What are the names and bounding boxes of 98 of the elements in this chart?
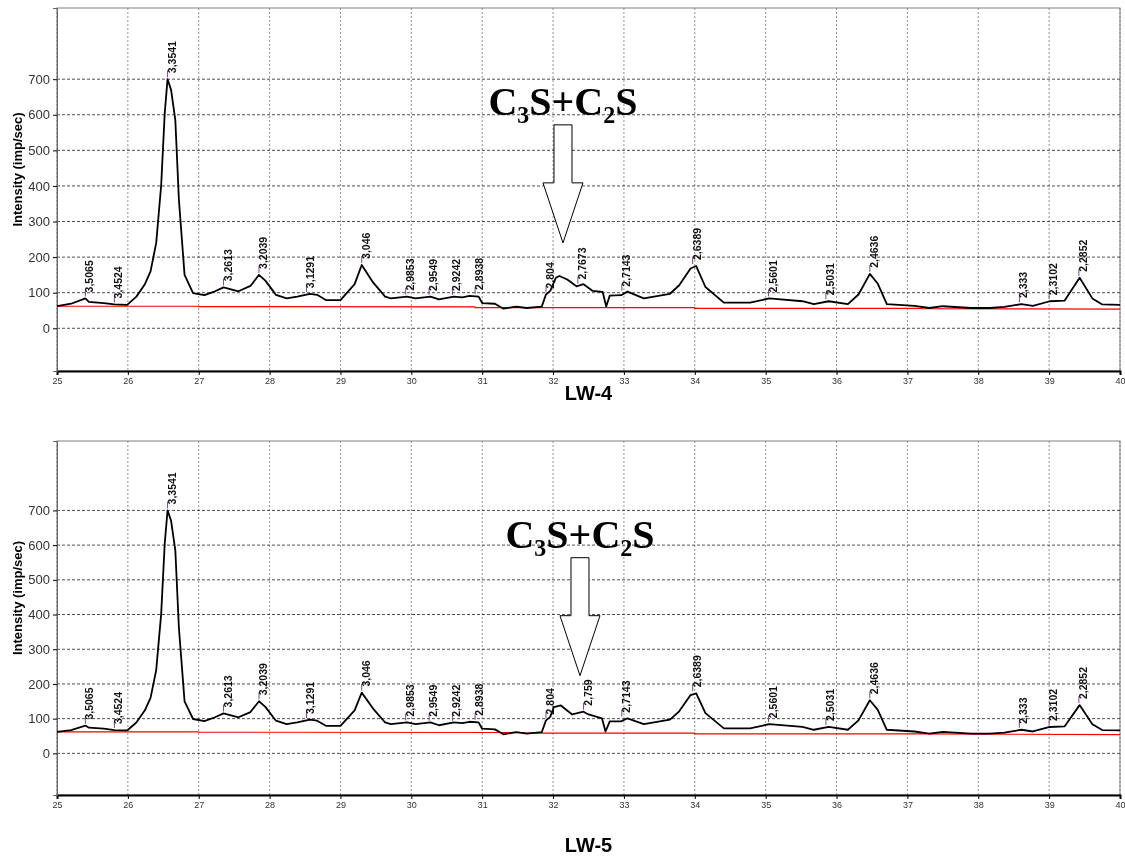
annotation: 2,5031 — [823, 262, 836, 296]
annotation: 2,8938 — [473, 683, 486, 716]
x-tick-label: 34 — [690, 376, 701, 387]
x-tick-label: 33 — [619, 376, 630, 387]
x-tick-label: 38 — [973, 800, 984, 811]
annotation: 2,333 — [1017, 697, 1030, 724]
annotation: 3,5065 — [83, 687, 96, 720]
y-tick-label: 100 — [28, 285, 50, 301]
annotation: 2,3102 — [1047, 688, 1060, 721]
annotation: 3,2039 — [256, 663, 269, 696]
annotation: 2,333 — [1017, 271, 1030, 299]
annotation: 2,7143 — [619, 254, 632, 287]
annotation: 3,3541 — [165, 40, 178, 74]
x-tick-label: 35 — [761, 800, 772, 811]
x-tick-label: 29 — [335, 376, 346, 387]
annotation: 2,7143 — [619, 680, 632, 713]
x-tick-label: 31 — [477, 376, 488, 387]
annotation: 3,1291 — [304, 255, 317, 289]
line-series — [56, 509, 1121, 736]
x-tick-label: 40 — [1115, 800, 1125, 811]
x-tick-label: 31 — [477, 800, 488, 811]
x-tick-label: 25 — [52, 376, 63, 387]
x-tick-label: 39 — [1044, 376, 1055, 387]
line-series — [56, 78, 1121, 310]
annotation: 3,4524 — [112, 691, 125, 725]
y-tick-label: 300 — [28, 641, 50, 657]
annotation: C₃S+C₂S — [505, 511, 655, 557]
x-tick-label: 26 — [123, 376, 134, 387]
annotation: 3,3541 — [165, 472, 178, 505]
annotation: 2,9242 — [450, 684, 463, 717]
x-tick-label: 32 — [548, 800, 559, 811]
x-tick-label: 30 — [406, 376, 417, 387]
y-axis-title: Intensity (imp/sec) — [10, 540, 25, 656]
x-tick-label: 30 — [406, 800, 417, 811]
y-tick-label: 0 — [42, 320, 50, 336]
annotation: 2,4636 — [867, 235, 880, 268]
annotation: 2,5031 — [823, 688, 836, 721]
y-tick-label: 500 — [28, 572, 50, 588]
annotation: 2,6389 — [690, 655, 703, 688]
annotation: 2,9242 — [450, 258, 463, 291]
annotation: 2,6389 — [690, 227, 703, 261]
annotation: 2,5601 — [766, 685, 779, 719]
x-tick-label: 39 — [1044, 800, 1055, 811]
annotation: 2,2852 — [1076, 666, 1089, 700]
annotation: 2,2852 — [1076, 239, 1089, 272]
annotation: 2,9853 — [403, 684, 416, 717]
x-tick-label: 32 — [548, 376, 559, 387]
x-tick-label: 27 — [194, 376, 205, 387]
annotation: 2,5601 — [766, 260, 779, 293]
x-tick-label: 25 — [52, 800, 63, 811]
y-tick-label: 600 — [28, 107, 50, 123]
x-tick-label: 34 — [690, 800, 701, 811]
y-tick-label: 200 — [28, 249, 50, 265]
y-tick-label: 600 — [28, 537, 50, 553]
y-tick-label: 500 — [28, 143, 50, 159]
y-tick-label: 700 — [28, 503, 50, 519]
x-tick-label: 26 — [123, 800, 134, 811]
x-tick-label: 38 — [973, 376, 984, 387]
annotation: 3,046 — [359, 660, 372, 687]
text: LW-5 — [564, 834, 613, 856]
annotation: 2,759 — [581, 679, 594, 706]
x-tick-label: 40 — [1115, 376, 1125, 387]
annotation: 3,4524 — [112, 266, 125, 299]
annotation: 2,7673 — [575, 247, 588, 280]
annotation: 3,2613 — [221, 675, 234, 708]
y-tick-label: 400 — [28, 607, 50, 623]
annotation: 2,4636 — [867, 661, 880, 695]
x-tick-label: 36 — [832, 800, 843, 811]
annotation: 2,804 — [543, 262, 556, 289]
annotation: C₃S+C₂S — [488, 78, 638, 124]
annotation: 2,9853 — [403, 258, 416, 291]
annotation: 3,2613 — [221, 249, 234, 282]
y-tick-label: 300 — [28, 214, 50, 230]
annotation: 2,804 — [543, 687, 556, 715]
x-tick-label: 37 — [902, 800, 913, 811]
annotation: 3,2039 — [256, 236, 269, 269]
annotation: 2,3102 — [1047, 262, 1060, 296]
x-tick-label: 28 — [265, 376, 276, 387]
y-tick-label: 700 — [28, 71, 50, 87]
annotation: 3,046 — [359, 232, 372, 259]
y-tick-label: 400 — [28, 178, 50, 194]
annotation: 2,8938 — [473, 257, 486, 290]
annotation: 2,9549 — [427, 684, 440, 717]
annotation: 3,1291 — [304, 681, 317, 715]
annotation: 3,5065 — [83, 260, 96, 293]
annotation: 2,9549 — [427, 258, 440, 291]
y-tick-label: 100 — [28, 711, 50, 727]
y-tick-label: 0 — [42, 746, 50, 762]
x-tick-label: 28 — [265, 800, 276, 811]
x-tick-label: 36 — [832, 376, 843, 387]
text: LW-4 — [564, 382, 614, 404]
y-axis-title: Intensity (imp/sec) — [10, 112, 25, 227]
x-tick-label: 35 — [761, 376, 772, 387]
x-tick-label: 37 — [902, 376, 913, 387]
x-tick-label: 33 — [619, 800, 630, 811]
x-tick-label: 29 — [335, 800, 346, 811]
y-tick-label: 200 — [28, 676, 50, 692]
x-tick-label: 27 — [194, 800, 205, 811]
